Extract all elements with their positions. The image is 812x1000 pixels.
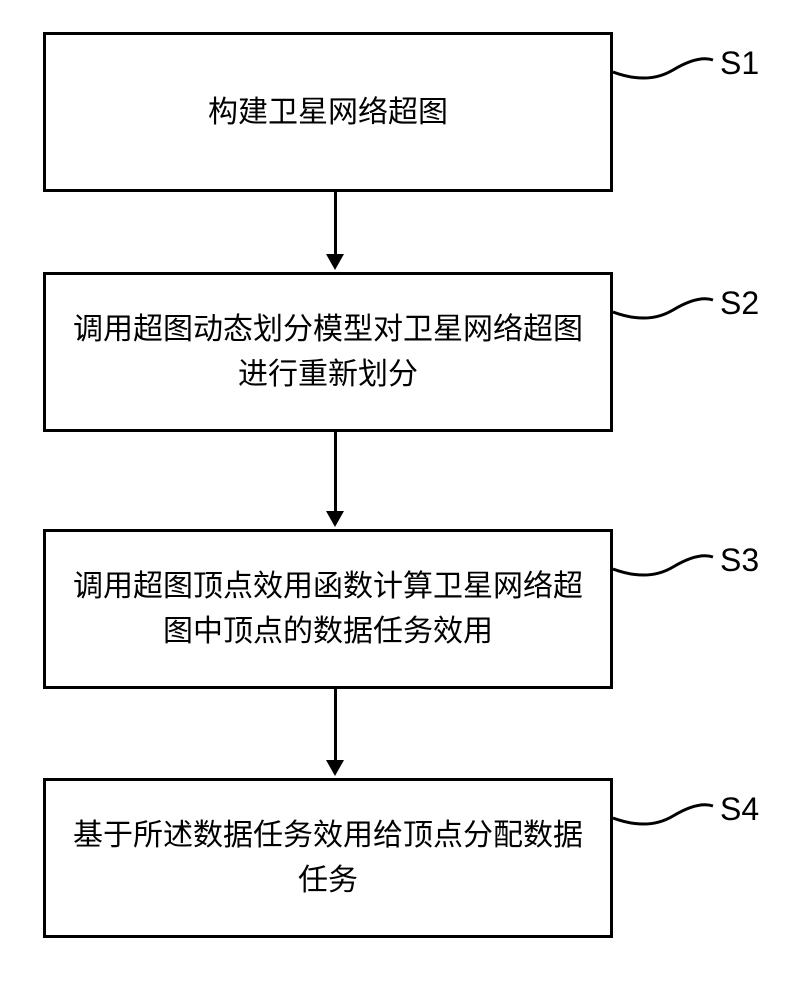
step-box-s4: 基于所述数据任务效用给顶点分配数据任务 [43, 778, 613, 938]
step-label-s1: S1 [720, 45, 759, 82]
flowchart-canvas: 构建卫星网络超图 S1 调用超图动态划分模型对卫星网络超图进行重新划分 S2 调… [0, 0, 812, 1000]
step-text-s4: 基于所述数据任务效用给顶点分配数据任务 [66, 813, 590, 903]
connector-s3-s4 [326, 689, 344, 776]
step-text-s3: 调用超图顶点效用函数计算卫星网络超图中顶点的数据任务效用 [66, 564, 590, 654]
step-box-s2: 调用超图动态划分模型对卫星网络超图进行重新划分 [43, 272, 613, 432]
step-label-s3: S3 [720, 542, 759, 579]
step-label-s4: S4 [720, 791, 759, 828]
arrow-head-icon [326, 511, 344, 527]
step-text-s2: 调用超图动态划分模型对卫星网络超图进行重新划分 [66, 307, 590, 397]
connector-s1-s2 [326, 192, 344, 270]
arrow-head-icon [326, 254, 344, 270]
step-box-s3: 调用超图顶点效用函数计算卫星网络超图中顶点的数据任务效用 [43, 529, 613, 689]
label-curve-s3 [613, 542, 723, 592]
step-text-s1: 构建卫星网络超图 [208, 90, 448, 135]
arrow-head-icon [326, 760, 344, 776]
step-box-s1: 构建卫星网络超图 [43, 32, 613, 192]
label-curve-s1 [613, 45, 723, 95]
arrow-line [334, 432, 337, 511]
label-curve-s4 [613, 791, 723, 841]
step-label-s2: S2 [720, 285, 759, 322]
arrow-line [334, 192, 337, 254]
connector-s2-s3 [326, 432, 344, 527]
arrow-line [334, 689, 337, 760]
label-curve-s2 [613, 285, 723, 335]
